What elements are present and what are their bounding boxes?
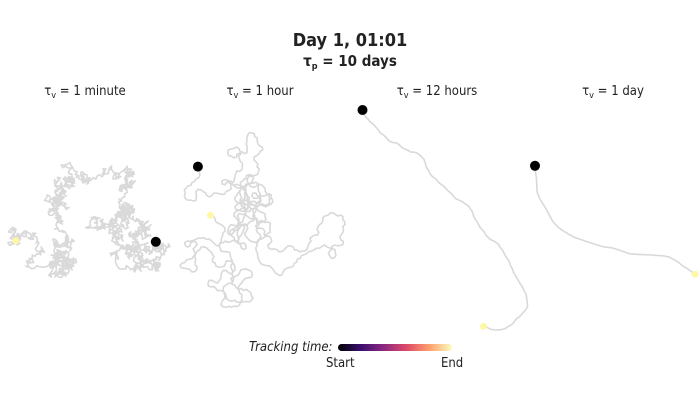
current-position-dot-3 <box>357 105 368 115</box>
title-tau-sub: p <box>311 62 318 72</box>
panel3-value: = 12 hours <box>408 84 478 99</box>
trajectory-line-4 <box>534 165 696 275</box>
trail-end-marker-2 <box>206 211 214 219</box>
panel1-value: = 1 minute <box>56 84 126 99</box>
panel-title-1: τv = 1 minute <box>0 84 170 101</box>
tracking-time-colorbar <box>338 344 452 351</box>
trajectory-line-2 <box>179 132 346 309</box>
title-day-time: Day 1, 01:01 <box>292 30 408 51</box>
panel3-sub: v <box>403 91 409 101</box>
current-position-dot-4 <box>530 160 540 171</box>
legend-start-label: Start <box>326 356 355 371</box>
trail-end-marker-3 <box>480 322 487 330</box>
panel-title-3: τv = 12 hours <box>352 84 522 101</box>
current-position-dot-1 <box>150 236 161 247</box>
panel-title-2: τv = 1 hour <box>175 84 345 101</box>
panel4-value: = 1 day <box>593 84 644 99</box>
current-position-dot-2 <box>192 161 203 172</box>
title-persistence: τp = 10 days <box>0 52 700 76</box>
panel-title-4: τv = 1 day <box>528 84 698 101</box>
title-tau-symbol: τ <box>303 52 312 70</box>
trajectory-line-3 <box>361 109 529 331</box>
trajectory-line-1 <box>7 161 171 279</box>
panel2-tau: τ <box>226 84 234 99</box>
figure-title: Day 1, 01:01 τp = 10 days <box>0 30 700 76</box>
panel1-sub: v <box>51 91 57 101</box>
trail-end-marker-1 <box>12 237 20 245</box>
legend-title: Tracking time: <box>249 340 333 355</box>
panel4-tau: τ <box>582 84 590 99</box>
panel2-value: = 1 hour <box>238 84 294 99</box>
panel2-sub: v <box>233 91 239 101</box>
trail-end-marker-4 <box>691 270 699 278</box>
panel3-tau: τ <box>396 84 404 99</box>
panel4-sub: v <box>589 91 594 101</box>
panel1-tau: τ <box>44 84 52 99</box>
title-tau-value: = 10 days <box>317 52 397 70</box>
legend-end-label: End <box>441 356 464 371</box>
